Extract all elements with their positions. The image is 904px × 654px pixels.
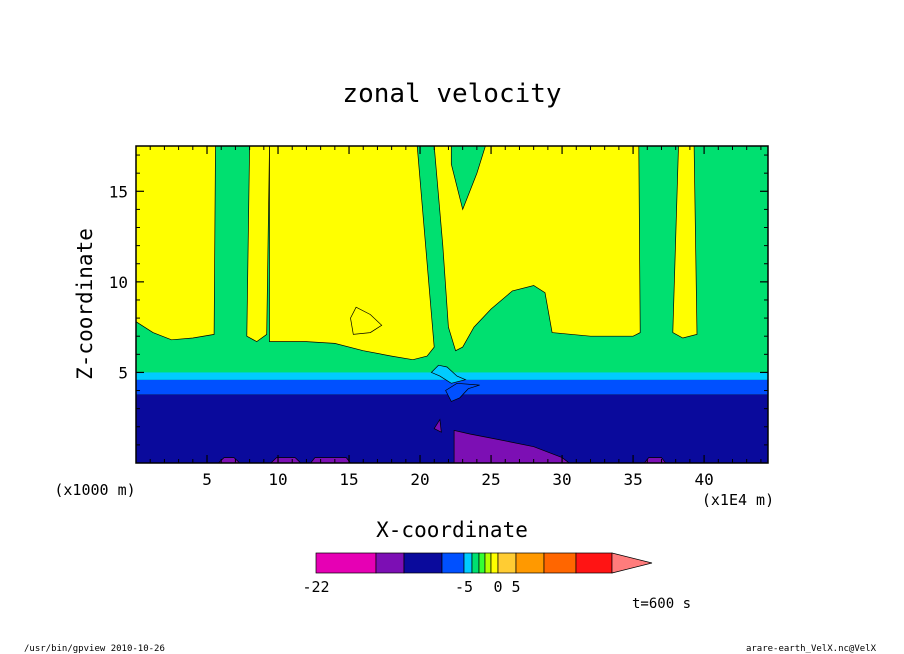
y-axis-units: (x1000 m) xyxy=(54,481,135,499)
contour-yellow-island xyxy=(350,306,383,335)
contour-bottom-blob-1 xyxy=(217,457,241,463)
colorbar-label: 0 xyxy=(493,578,502,596)
x-tick-label: 15 xyxy=(339,470,358,489)
y-axis-ticks: 5 10 15 xyxy=(109,154,768,446)
contour-bump-blue xyxy=(445,382,480,402)
x-tick-label: 40 xyxy=(694,470,713,489)
x-axis-ticks: 5 10 15 20 25 30 35 40 xyxy=(149,146,762,489)
colorbar-label: 5 xyxy=(511,578,520,596)
contour-yellow-right xyxy=(672,146,698,339)
contour-bump-cyan xyxy=(430,364,467,384)
footer-variable: arare-earth_VelX.nc@VelX xyxy=(746,644,877,654)
contour-bottom-blob-2 xyxy=(270,457,302,463)
colorbar-segment xyxy=(441,552,465,574)
colorbar-segment xyxy=(315,552,377,574)
contour-bottom-blob-3 xyxy=(310,457,351,463)
colorbar-segment xyxy=(543,552,577,574)
colorbar-arrow xyxy=(611,552,653,574)
colorbar-label: -22 xyxy=(302,578,329,596)
colorbar-segment xyxy=(484,552,492,574)
contour-yellow-top-left xyxy=(136,146,216,341)
colorbar-segment xyxy=(478,552,486,574)
x-axis-label: X-coordinate xyxy=(376,518,528,542)
x-tick-label: 25 xyxy=(481,470,500,489)
colorbar-segment xyxy=(515,552,545,574)
x-tick-label: 5 xyxy=(202,470,212,489)
x-tick-label: 20 xyxy=(410,470,429,489)
contour-fills xyxy=(136,146,768,463)
colorbar-segment xyxy=(403,552,443,574)
time-label: t=600 s xyxy=(632,596,691,612)
colorbar-labels: -22 -5 0 5 xyxy=(302,578,520,596)
x-tick-label: 30 xyxy=(552,470,571,489)
y-tick-label: 10 xyxy=(109,273,128,292)
colorbar xyxy=(315,552,653,574)
colorbar-segment xyxy=(490,552,499,574)
colorbar-label: -5 xyxy=(455,578,473,596)
chart-title: zonal velocity xyxy=(342,79,561,109)
x-tick-label: 10 xyxy=(268,470,287,489)
x-axis-units: (x1E4 m) xyxy=(702,491,774,509)
plot-frame xyxy=(135,145,769,464)
y-axis-label: Z-coordinate xyxy=(73,228,97,380)
colorbar-segment xyxy=(375,552,405,574)
contour-yellow-main xyxy=(269,146,435,361)
y-tick-label: 5 xyxy=(118,363,128,382)
colorbar-segment xyxy=(471,552,480,574)
y-tick-label: 15 xyxy=(109,182,128,201)
contour-yellow-strip-a xyxy=(246,146,270,343)
footer-program: /usr/bin/gpview 2010-10-26 xyxy=(24,644,165,654)
x-tick-label: 35 xyxy=(623,470,642,489)
colorbar-segment xyxy=(575,552,613,574)
plot-area xyxy=(136,146,768,463)
colorbar-segment xyxy=(463,552,473,574)
contour-yellow-v xyxy=(433,146,641,352)
colorbar-segment xyxy=(497,552,517,574)
contour-bottom-spot xyxy=(433,418,442,433)
contour-region-deep xyxy=(136,394,768,463)
contour-bottom-purple xyxy=(453,429,570,463)
